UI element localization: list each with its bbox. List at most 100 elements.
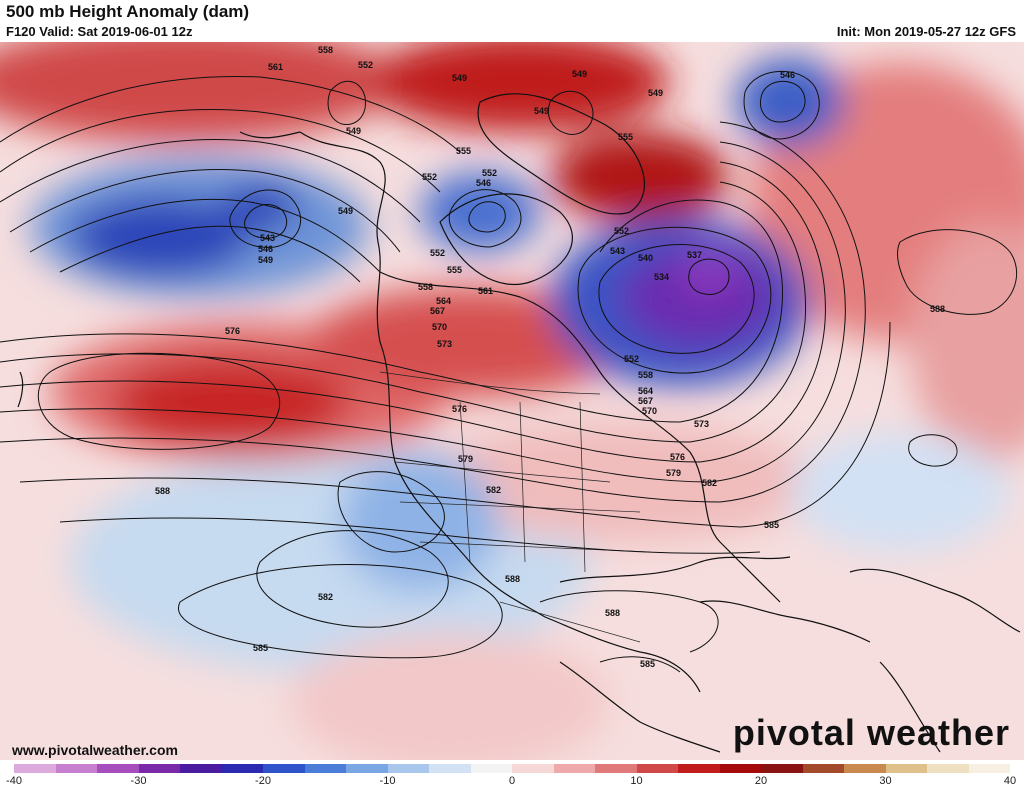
contour-label: 552 [422,172,437,182]
colorbar-tick-label: 10 [630,775,643,787]
contour-label: 549 [572,69,587,79]
colorbar-swatch [553,764,595,773]
colorbar-tick-label: -30 [130,775,147,787]
colorbar-swatch [97,764,139,773]
colorbar-swatch [844,764,886,773]
coastlines [17,93,1021,753]
contour-label: 579 [458,454,473,464]
contour-label: 564 [436,296,451,306]
colorbar-tick-label: -40 [6,775,22,787]
colorbar-swatch [221,764,263,773]
contour-label: 558 [418,282,433,292]
contour-label: 540 [638,253,653,263]
contour-label: 585 [764,520,779,530]
contour-label: 549 [338,206,353,216]
colorbar-tick-label: -20 [255,775,271,787]
contour-label: 555 [447,265,462,275]
contour-label: 582 [318,592,333,602]
contour-label: 546 [258,244,273,254]
colorbar-swatch [14,764,56,773]
brand-logo: pivotal weather [732,712,1010,753]
init-time: Init: Mon 2019-05-27 12z GFS [836,24,1016,39]
anomaly-field [0,42,1024,760]
colorbar-swatch [927,764,969,773]
contour-label: 552 [482,168,497,178]
contour-label: 582 [702,478,717,488]
contour-labels: 558 561 552 549 549 549 546 555 552 552 … [155,45,945,669]
contour-label: 570 [642,406,657,416]
contour-label: 582 [486,485,501,495]
contour-label: 585 [640,659,655,669]
contour-label: 549 [534,106,549,116]
contour-label: 567 [430,306,445,316]
contour-label: 546 [476,178,491,188]
contour-label: 537 [687,250,702,260]
contour-label: 564 [638,386,653,396]
colorbar-swatch [346,764,388,773]
map-title: 500 mb Height Anomaly (dam) [6,2,250,21]
colorbar-swatch [138,764,180,773]
valid-time: F120 Valid: Sat 2019-06-01 12z [6,24,193,39]
colorbar-swatch [802,764,844,773]
contour-label: 558 [638,370,653,380]
colorbar-swatch [968,764,1010,773]
contour-label: 549 [258,255,273,265]
contour-label: 579 [666,468,681,478]
colorbar-tick-label: 20 [754,775,768,787]
colorbar-ticks: -40 -30 -20 -10 0 10 20 30 40 [6,774,1016,790]
colorbar-swatch [263,764,305,773]
contour-label: 543 [260,233,275,243]
colorbar-swatch [636,764,678,773]
contour-label: 576 [225,326,240,336]
colorbar-swatch [595,764,637,773]
colorbar-strip [14,764,1010,773]
colorbar-swatch [429,764,471,773]
colorbar-tick-label: 40 [1003,775,1017,787]
colorbar-swatch [719,764,761,773]
contour-label: 555 [618,132,633,142]
colorbar-swatch [470,764,512,773]
contour-label: 552 [358,60,373,70]
header: 500 mb Height Anomaly (dam) F120 Valid: … [0,0,1024,42]
contour-label: 555 [456,146,471,156]
contour-label: 576 [452,404,467,414]
contour-label: 561 [268,62,283,72]
colorbar-swatch [304,764,346,773]
contour-label: 552 [430,248,445,258]
colorbar-tick-label: 0 [508,775,516,787]
contour-label: 549 [648,88,663,98]
anomaly-map: 558 561 552 549 549 549 546 555 552 552 … [0,42,1024,760]
contour-label: 588 [155,486,170,496]
contour-label: 567 [638,396,653,406]
colorbar-swatch [761,764,803,773]
contour-label: 576 [670,452,685,462]
contour-label: 585 [253,643,268,653]
contour-label: 588 [505,574,520,584]
contour-label: 570 [432,322,447,332]
colorbar-swatch [55,764,97,773]
contour-label: 573 [437,339,452,349]
contour-label: 558 [318,45,333,55]
contour-label: 588 [605,608,620,618]
contour-label: 561 [478,286,493,296]
contour-label: 549 [452,73,467,83]
contour-label: 546 [780,70,795,80]
political-borders [379,371,651,643]
contour-label: 573 [694,419,709,429]
colorbar-swatch [387,764,429,773]
colorbar-tick-label: 30 [879,775,892,787]
map-svg: 558 561 552 549 549 549 546 555 552 552 … [0,42,1024,760]
contour-label: 549 [346,126,361,136]
contour-label: 552 [614,226,629,236]
website-url: www.pivotalweather.com [12,742,178,758]
colorbar-swatch [180,764,222,773]
height-contours [0,71,1018,673]
colorbar-swatch [885,764,927,773]
colorbar-swatch [512,764,554,773]
colorbar-swatch [678,764,720,773]
contour-label: 588 [930,304,945,314]
contour-label: 543 [610,246,625,256]
colorbar-tick-label: -10 [379,775,396,787]
colorbar: -40 -30 -20 -10 0 10 20 30 40 [6,764,1016,791]
contour-label: 534 [654,272,669,282]
